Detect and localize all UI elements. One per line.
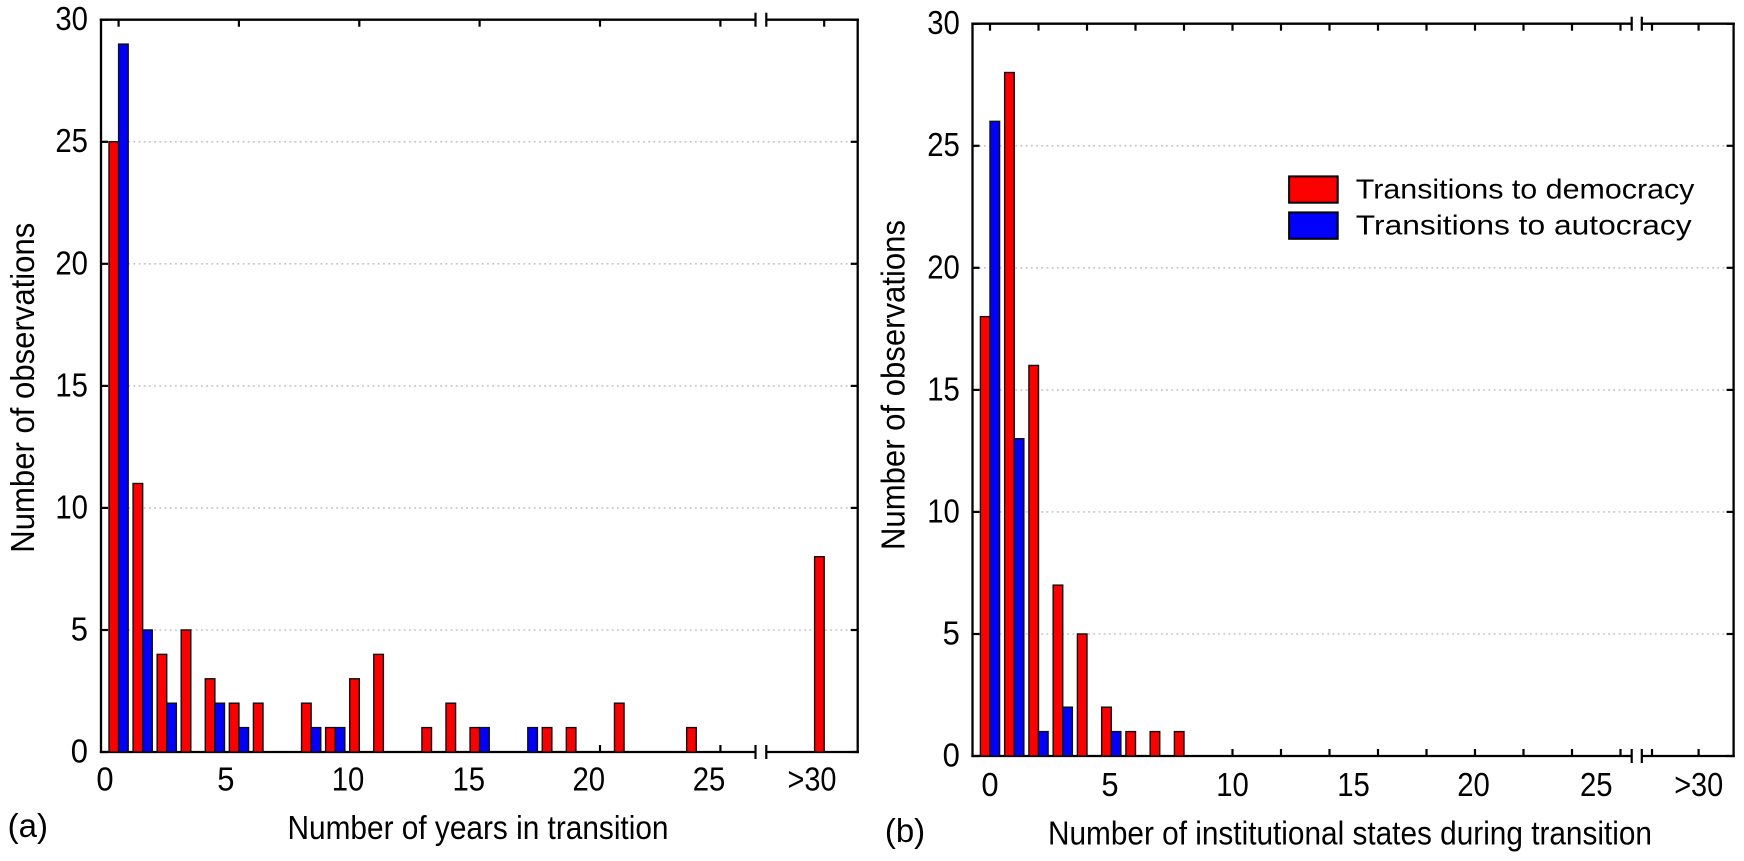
svg-text:Transitions to democracy: Transitions to democracy xyxy=(1356,174,1695,205)
svg-text:25: 25 xyxy=(927,126,960,163)
svg-text:>30: >30 xyxy=(1674,766,1723,803)
svg-text:20: 20 xyxy=(55,244,88,281)
svg-text:Transitions to autocracy: Transitions to autocracy xyxy=(1356,210,1692,241)
svg-text:5: 5 xyxy=(1101,766,1118,803)
svg-text:5: 5 xyxy=(943,615,960,652)
svg-text:15: 15 xyxy=(453,761,486,798)
svg-text:25: 25 xyxy=(1580,766,1613,803)
svg-text:30: 30 xyxy=(55,0,88,37)
svg-text:Number of observations: Number of observations xyxy=(875,220,912,550)
svg-text:0: 0 xyxy=(71,733,88,770)
svg-text:20: 20 xyxy=(573,761,606,798)
svg-text:30: 30 xyxy=(927,4,960,41)
svg-text:15: 15 xyxy=(927,370,960,407)
svg-text:Number of institutional states: Number of institutional states during tr… xyxy=(1048,814,1652,851)
svg-text:10: 10 xyxy=(332,761,365,798)
svg-text:5: 5 xyxy=(71,611,88,648)
svg-text:Number of observations: Number of observations xyxy=(4,223,41,553)
svg-text:25: 25 xyxy=(693,761,726,798)
svg-text:5: 5 xyxy=(217,761,234,798)
svg-text:>30: >30 xyxy=(788,761,837,798)
svg-text:0: 0 xyxy=(981,766,998,803)
svg-text:(b): (b) xyxy=(885,812,925,849)
svg-text:0: 0 xyxy=(943,737,960,774)
svg-text:0: 0 xyxy=(96,761,113,798)
svg-text:15: 15 xyxy=(55,366,88,403)
svg-text:10: 10 xyxy=(1216,766,1249,803)
svg-text:(a): (a) xyxy=(8,807,48,844)
svg-text:15: 15 xyxy=(1337,766,1370,803)
svg-text:20: 20 xyxy=(927,248,960,285)
svg-text:20: 20 xyxy=(1457,766,1490,803)
svg-text:10: 10 xyxy=(55,488,88,525)
svg-text:10: 10 xyxy=(927,492,960,529)
svg-text:25: 25 xyxy=(55,122,88,159)
svg-text:Number of years in transition: Number of years in transition xyxy=(288,809,669,846)
